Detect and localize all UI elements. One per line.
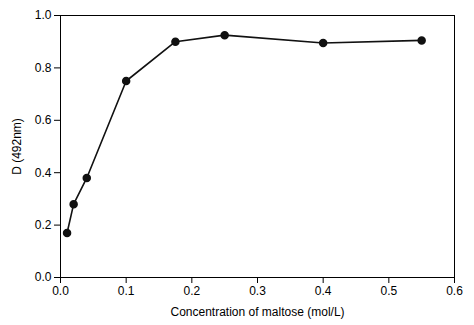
svg-text:Concentration of maltose (mol/: Concentration of maltose (mol/L)	[170, 305, 344, 319]
svg-text:0.3: 0.3	[249, 284, 266, 298]
svg-text:0.4: 0.4	[35, 166, 52, 180]
svg-text:0.2: 0.2	[183, 284, 200, 298]
svg-text:0.2: 0.2	[35, 218, 52, 232]
svg-text:0.1: 0.1	[118, 284, 135, 298]
svg-text:0.5: 0.5	[380, 284, 397, 298]
svg-text:D (492nm): D (492nm)	[10, 118, 24, 175]
svg-text:0.8: 0.8	[35, 61, 52, 75]
svg-text:0.4: 0.4	[315, 284, 332, 298]
svg-text:1.0: 1.0	[35, 8, 52, 22]
svg-text:0.6: 0.6	[446, 284, 463, 298]
svg-text:0.0: 0.0	[35, 270, 52, 284]
svg-text:0.0: 0.0	[52, 284, 69, 298]
svg-text:0.6: 0.6	[35, 113, 52, 127]
